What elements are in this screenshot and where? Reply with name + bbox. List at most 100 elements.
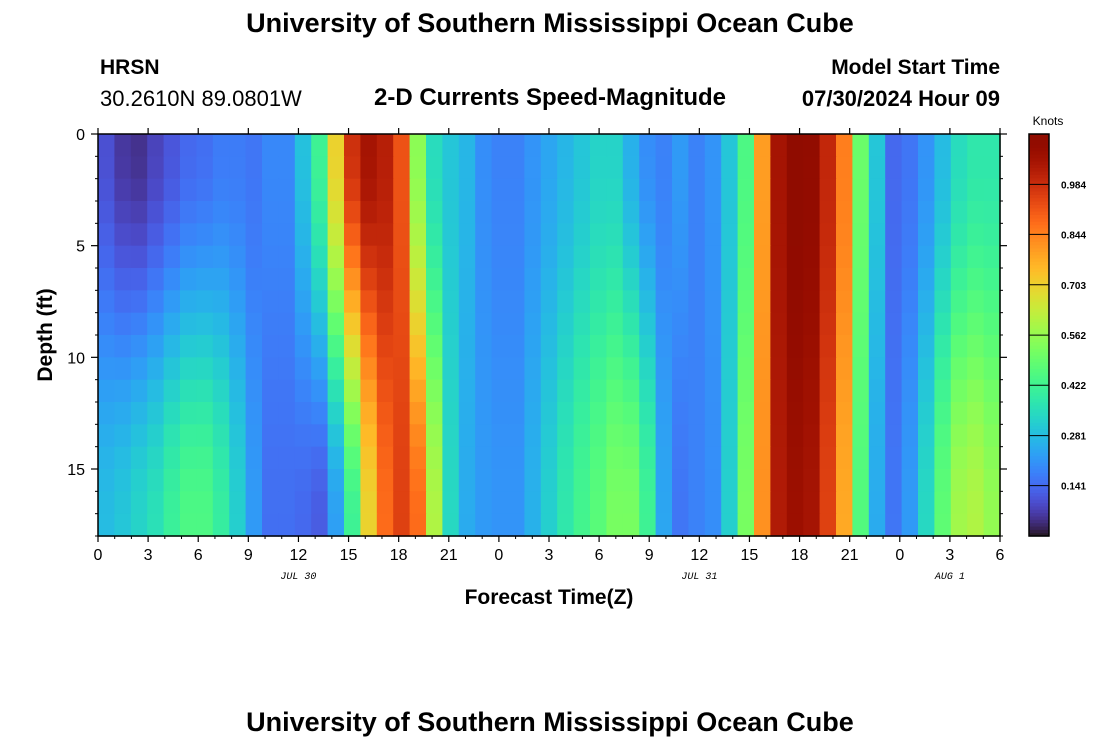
heatmap-cell xyxy=(754,312,772,336)
heatmap-cell xyxy=(721,379,739,403)
heatmap-cell xyxy=(803,446,821,470)
heatmap-cell xyxy=(344,446,362,470)
heatmap-cell xyxy=(770,156,788,180)
heatmap-cell xyxy=(376,446,394,470)
heatmap-cell xyxy=(180,178,198,202)
heatmap-cell xyxy=(426,312,444,336)
heatmap-cell xyxy=(557,469,575,493)
heatmap-cell xyxy=(344,245,362,269)
heatmap-cell xyxy=(294,201,312,225)
heatmap-cells xyxy=(98,134,1001,537)
colorbar-segment xyxy=(1029,197,1049,202)
heatmap-cell xyxy=(983,335,1001,359)
x-tick-label: 6 xyxy=(595,547,604,564)
heatmap-cell xyxy=(245,357,263,381)
heatmap-cell xyxy=(770,134,788,158)
heatmap-cell xyxy=(344,513,362,537)
heatmap-cell xyxy=(212,402,230,426)
heatmap-cell xyxy=(737,469,755,493)
heatmap-cell xyxy=(540,178,558,202)
heatmap-cell xyxy=(606,379,624,403)
colorbar-segment xyxy=(1029,489,1049,494)
colorbar-segment xyxy=(1029,482,1049,487)
colorbar-segment xyxy=(1029,177,1049,182)
heatmap-cell xyxy=(508,290,526,314)
heatmap-cell xyxy=(557,424,575,448)
heatmap-cell xyxy=(458,201,476,225)
heatmap-cell xyxy=(836,245,854,269)
heatmap-cell xyxy=(229,424,247,448)
heatmap-cell xyxy=(229,268,247,292)
heatmap-cell xyxy=(212,312,230,336)
heatmap-cell xyxy=(967,156,985,180)
heatmap-cell xyxy=(344,223,362,247)
heatmap-cell xyxy=(442,513,460,537)
heatmap-cell xyxy=(262,469,280,493)
heatmap-cell xyxy=(590,245,608,269)
heatmap-cell xyxy=(98,312,116,336)
heatmap-cell xyxy=(672,268,690,292)
heatmap-cell xyxy=(491,446,509,470)
colorbar-segment xyxy=(1029,284,1049,289)
heatmap-cell xyxy=(196,156,214,180)
x-axis-label: Forecast Time(Z) xyxy=(465,586,634,609)
heatmap-cell xyxy=(327,379,345,403)
heatmap-cell xyxy=(688,379,706,403)
heatmap-cell xyxy=(393,178,411,202)
heatmap-cell xyxy=(278,290,296,314)
colorbar-segment xyxy=(1029,271,1049,276)
heatmap-cell xyxy=(508,424,526,448)
colorbar-segment xyxy=(1029,274,1049,279)
heatmap-cell xyxy=(688,223,706,247)
heatmap-cell xyxy=(573,268,591,292)
heatmap-cell xyxy=(852,268,870,292)
heatmap-cell xyxy=(885,424,903,448)
heatmap-cell xyxy=(196,469,214,493)
heatmap-cell xyxy=(294,424,312,448)
heatmap-cell xyxy=(163,201,181,225)
colorbar-segment xyxy=(1029,465,1049,470)
colorbar-segment xyxy=(1029,428,1049,433)
heatmap-cell xyxy=(147,357,165,381)
heatmap-cell xyxy=(983,357,1001,381)
heatmap-cell xyxy=(819,312,837,336)
heatmap-cell xyxy=(163,156,181,180)
heatmap-cell xyxy=(688,201,706,225)
colorbar-segment xyxy=(1029,150,1049,155)
heatmap-cell xyxy=(934,312,952,336)
heatmap-cell xyxy=(688,268,706,292)
y-tick-label: 15 xyxy=(67,462,85,479)
heatmap-cell xyxy=(770,223,788,247)
heatmap-cell xyxy=(409,357,427,381)
colorbar-segment xyxy=(1029,301,1049,306)
heatmap-cell xyxy=(98,335,116,359)
colorbar-segment xyxy=(1029,398,1049,403)
heatmap-cell xyxy=(294,513,312,537)
colorbar-segment xyxy=(1029,204,1049,209)
heatmap-cell xyxy=(983,201,1001,225)
heatmap-cell xyxy=(819,424,837,448)
heatmap-cell xyxy=(245,156,263,180)
heatmap-cell xyxy=(376,201,394,225)
heatmap-cell xyxy=(229,469,247,493)
heatmap-cell xyxy=(573,469,591,493)
heatmap-cell xyxy=(754,491,772,515)
heatmap-cell xyxy=(639,469,657,493)
heatmap-cell xyxy=(852,335,870,359)
heatmap-cell xyxy=(376,335,394,359)
heatmap-cell xyxy=(540,223,558,247)
heatmap-cell xyxy=(426,513,444,537)
heatmap-cell xyxy=(114,446,132,470)
heatmap-cell xyxy=(212,469,230,493)
heatmap-cell xyxy=(114,178,132,202)
heatmap-cell xyxy=(327,290,345,314)
heatmap-cell xyxy=(885,469,903,493)
heatmap-cell xyxy=(918,268,936,292)
heatmap-cell xyxy=(147,201,165,225)
heatmap-cell xyxy=(934,156,952,180)
heatmap-cell xyxy=(409,424,427,448)
heatmap-cell xyxy=(688,491,706,515)
heatmap-cell xyxy=(409,379,427,403)
heatmap-cell xyxy=(278,446,296,470)
heatmap-cell xyxy=(393,223,411,247)
